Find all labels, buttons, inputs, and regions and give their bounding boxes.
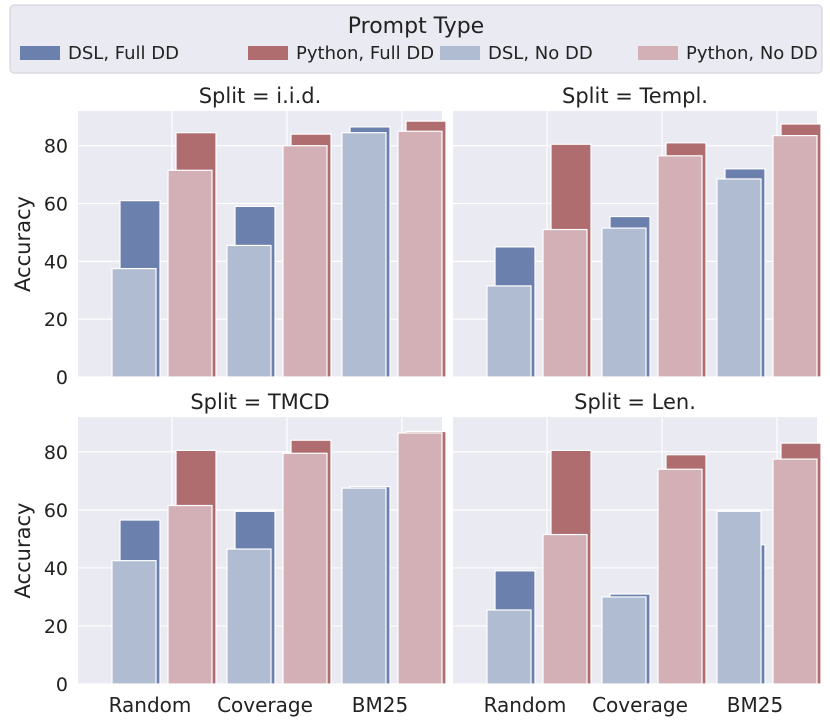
y-tick-label: 0 [56,367,68,389]
legend-entry-dsl-no-dd: DSL, No DD [440,43,593,64]
bar-python-no-dd-random [542,228,588,378]
legend-label: DSL, Full DD [68,43,179,64]
bar-dsl-no-dd-coverage [601,227,647,378]
x-tick-label-bm25: BM25 [727,693,783,717]
panel-title: Split = i.i.d. [199,84,322,108]
y-tick-label: 20 [44,309,68,331]
bar-dsl-no-dd-coverage [226,244,272,378]
legend-box [9,4,823,74]
bar-python-no-dd-random [167,169,213,378]
bar-python-no-dd-coverage [282,452,328,685]
y-tick-label: 80 [44,136,68,158]
y-tick-label: 60 [44,500,68,522]
x-tick-label-coverage: Coverage [592,693,688,717]
legend-entry-python-no-dd: Python, No DD [638,43,818,64]
bar-dsl-no-dd-random [111,560,157,685]
bar-python-no-dd-bm25 [772,134,818,378]
y-axis-label: Accuracy [11,196,35,292]
legend-entry-dsl-full-dd: DSL, Full DD [20,43,179,64]
y-axis-label: Accuracy [11,503,35,599]
legend-label: Python, Full DD [296,43,434,64]
y-tick-label: 0 [56,674,68,696]
legend-label: DSL, No DD [488,43,593,64]
bar-python-no-dd-coverage [657,468,703,685]
bar-dsl-no-dd-bm25 [716,178,762,378]
panel-split-tmcd: Split = TMCD 0 20 40 60 80 Accuracy Random Cover… [11,390,447,717]
y-tick-label: 60 [44,194,68,216]
bar-dsl-no-dd-bm25 [341,132,387,378]
x-tick-label-bm25: BM25 [352,693,408,717]
y-tick-label: 80 [44,442,68,464]
x-tick-label-random: Random [109,693,192,717]
panel-title: Split = Templ. [562,84,708,108]
panel-title: Split = TMCD [190,390,329,414]
panel-title: Split = Len. [574,390,696,414]
bar-dsl-no-dd-random [111,267,157,378]
bar-python-no-dd-coverage [282,145,328,378]
bar-python-no-dd-bm25 [772,458,818,685]
y-tick-label: 20 [44,616,68,638]
panel-split-len: Split = Len. Random Coverage BM25 [453,390,822,717]
bar-python-no-dd-coverage [657,155,703,378]
legend: Prompt Type DSL, Full DD Python, Full DD DS… [9,4,823,74]
legend-swatch [248,46,288,60]
bar-dsl-no-dd-coverage [601,596,647,685]
x-tick-label-coverage: Coverage [217,693,313,717]
bar-dsl-no-dd-random [486,609,532,685]
bar-dsl-no-dd-coverage [226,548,272,685]
bar-dsl-no-dd-bm25 [716,510,762,685]
panel-split-templ: Split = Templ. [453,84,822,378]
x-tick-label-random: Random [484,693,567,717]
y-tick-label: 40 [44,558,68,580]
legend-label: Python, No DD [686,43,818,64]
legend-title: Prompt Type [348,14,484,39]
legend-swatch [20,46,60,60]
bar-python-no-dd-bm25 [397,432,443,685]
legend-swatch [638,46,678,60]
bar-dsl-no-dd-bm25 [341,487,387,685]
bar-python-no-dd-random [167,504,213,685]
bar-python-no-dd-bm25 [397,130,443,378]
legend-entry-python-full-dd: Python, Full DD [248,43,434,64]
y-tick-label: 40 [44,251,68,273]
bar-dsl-no-dd-random [486,285,532,378]
panel-split-i-i-d: Split = i.i.d. 0 20 40 60 80 Accuracy [11,84,447,389]
legend-swatch [440,46,480,60]
bar-python-no-dd-random [542,533,588,685]
